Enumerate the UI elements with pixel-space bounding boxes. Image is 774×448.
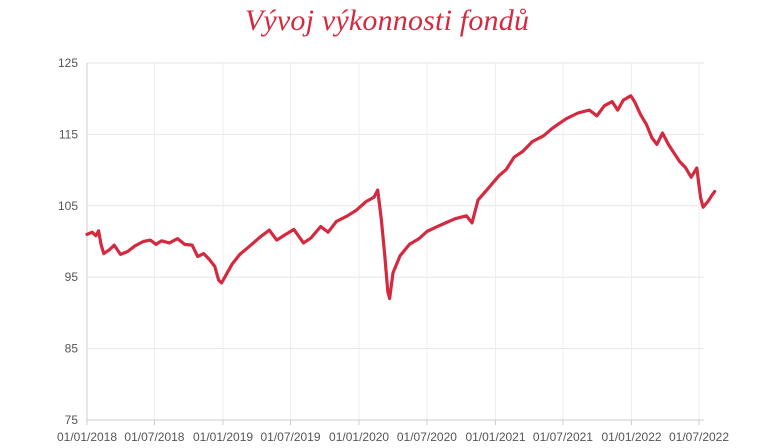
x-tick-label: 01/01/2022 bbox=[602, 430, 662, 444]
x-tick-label: 01/01/2019 bbox=[193, 430, 253, 444]
x-tick-label: 01/01/2021 bbox=[465, 430, 525, 444]
y-tick-label: 95 bbox=[65, 270, 79, 284]
x-tick-label: 01/07/2018 bbox=[124, 430, 184, 444]
y-tick-label: 75 bbox=[65, 413, 79, 427]
x-tick-label: 01/01/2020 bbox=[329, 430, 389, 444]
x-tick-label: 01/07/2020 bbox=[397, 430, 457, 444]
x-tick-label: 01/07/2019 bbox=[260, 430, 320, 444]
chart-title: Vývoj výkonnosti fondů bbox=[244, 4, 530, 37]
x-tick-label: 01/07/2022 bbox=[669, 430, 729, 444]
x-tick-label: 01/07/2021 bbox=[533, 430, 593, 444]
y-tick-label: 125 bbox=[58, 56, 78, 70]
gridlines bbox=[86, 62, 704, 421]
series-line bbox=[85, 94, 717, 301]
x-axis-ticks: 01/01/2018 01/07/2018 01/01/2019 01/07/2019… bbox=[57, 430, 729, 444]
y-tick-label: 115 bbox=[59, 127, 78, 141]
series-group bbox=[85, 94, 717, 301]
y-tick-label: 85 bbox=[65, 342, 79, 356]
y-tick-label: 105 bbox=[58, 199, 78, 213]
y-axis-ticks: 75 85 95 105 115 125 bbox=[58, 56, 78, 427]
axes bbox=[86, 63, 704, 425]
x-tick-label: 01/01/2018 bbox=[57, 430, 117, 444]
